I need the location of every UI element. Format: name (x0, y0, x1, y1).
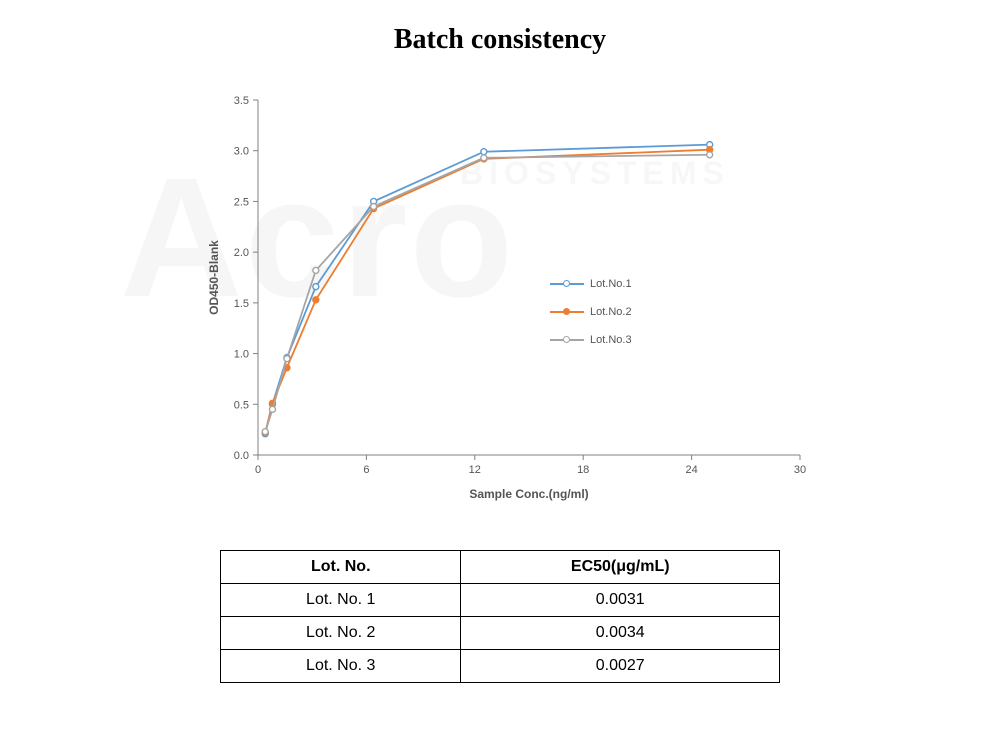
svg-text:Sample Conc.(ng/ml): Sample Conc.(ng/ml) (469, 487, 588, 501)
svg-text:3.0: 3.0 (234, 146, 249, 158)
legend-item: Lot.No.2 (550, 298, 632, 326)
table-row: Lot. No. 20.0034 (221, 617, 780, 650)
legend-label: Lot.No.2 (590, 306, 632, 318)
svg-text:2.0: 2.0 (234, 247, 249, 259)
svg-text:12: 12 (469, 464, 481, 476)
svg-text:0.5: 0.5 (234, 399, 249, 411)
batch-consistency-chart: 0.0 0.5 1.0 1.5 2.0 2.5 3.0 3.5 0 6 12 18 24 30 Sample… (200, 80, 820, 510)
svg-text:1.5: 1.5 (234, 298, 249, 310)
svg-text:18: 18 (577, 464, 589, 476)
svg-text:2.5: 2.5 (234, 196, 249, 208)
svg-text:30: 30 (794, 464, 806, 476)
svg-text:1.0: 1.0 (234, 349, 249, 361)
svg-text:24: 24 (685, 464, 697, 476)
chart-legend: Lot.No.1 Lot.No.2 Lot.No.3 (550, 270, 632, 354)
table-cell: Lot. No. 3 (221, 650, 461, 683)
legend-label: Lot.No.3 (590, 334, 632, 346)
table-row: Lot. No. 30.0027 (221, 650, 780, 683)
ec50-table: Lot. No. EC50(μg/mL) Lot. No. 10.0031Lot… (220, 550, 780, 683)
svg-text:6: 6 (363, 464, 369, 476)
chart-svg: 0.0 0.5 1.0 1.5 2.0 2.5 3.0 3.5 0 6 12 18 24 30 Sample… (200, 80, 820, 510)
col-ec50: EC50(μg/mL) (461, 551, 780, 584)
table-cell: 0.0034 (461, 617, 780, 650)
table-row: Lot. No. 10.0031 (221, 584, 780, 617)
table-header-row: Lot. No. EC50(μg/mL) (221, 551, 780, 584)
svg-text:3.5: 3.5 (234, 95, 249, 107)
svg-text:0.0: 0.0 (234, 450, 249, 462)
legend-item: Lot.No.1 (550, 270, 632, 298)
table-cell: Lot. No. 2 (221, 617, 461, 650)
legend-label: Lot.No.1 (590, 278, 632, 290)
svg-text:OD450-Blank: OD450-Blank (207, 240, 221, 315)
table-cell: Lot. No. 1 (221, 584, 461, 617)
svg-text:0: 0 (255, 464, 261, 476)
table-cell: 0.0031 (461, 584, 780, 617)
page-title: Batch consistency (0, 24, 1000, 56)
col-lot-no: Lot. No. (221, 551, 461, 584)
table-cell: 0.0027 (461, 650, 780, 683)
legend-item: Lot.No.3 (550, 326, 632, 354)
